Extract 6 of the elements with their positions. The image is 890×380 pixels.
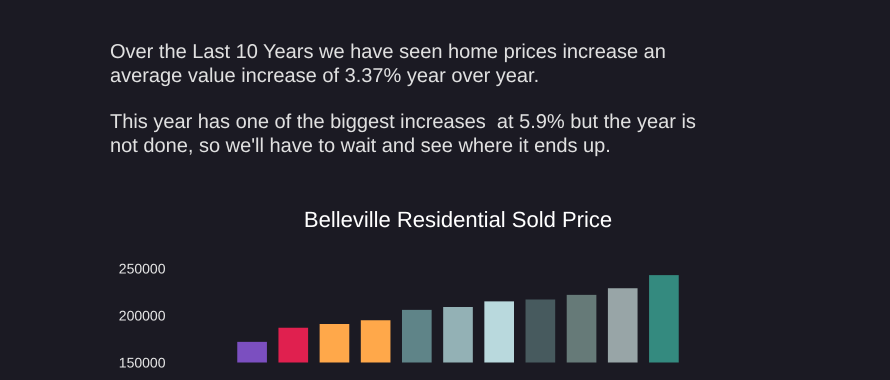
y-tick-label: 200000 <box>118 308 166 324</box>
text: This year has one of the biggest increases at 5.9% but the year is not done, so we'll have to wait and see where it ends up. <box>110 110 697 158</box>
y-tick-label: 250000 <box>118 260 166 276</box>
text: Over the Last 10 Years we have seen home prices increase an average value increase of 3.37% year over year. <box>110 40 667 88</box>
y-tick-label: 150000 <box>118 354 166 370</box>
chart-title: Belleville Residential Sold Price <box>304 207 612 232</box>
